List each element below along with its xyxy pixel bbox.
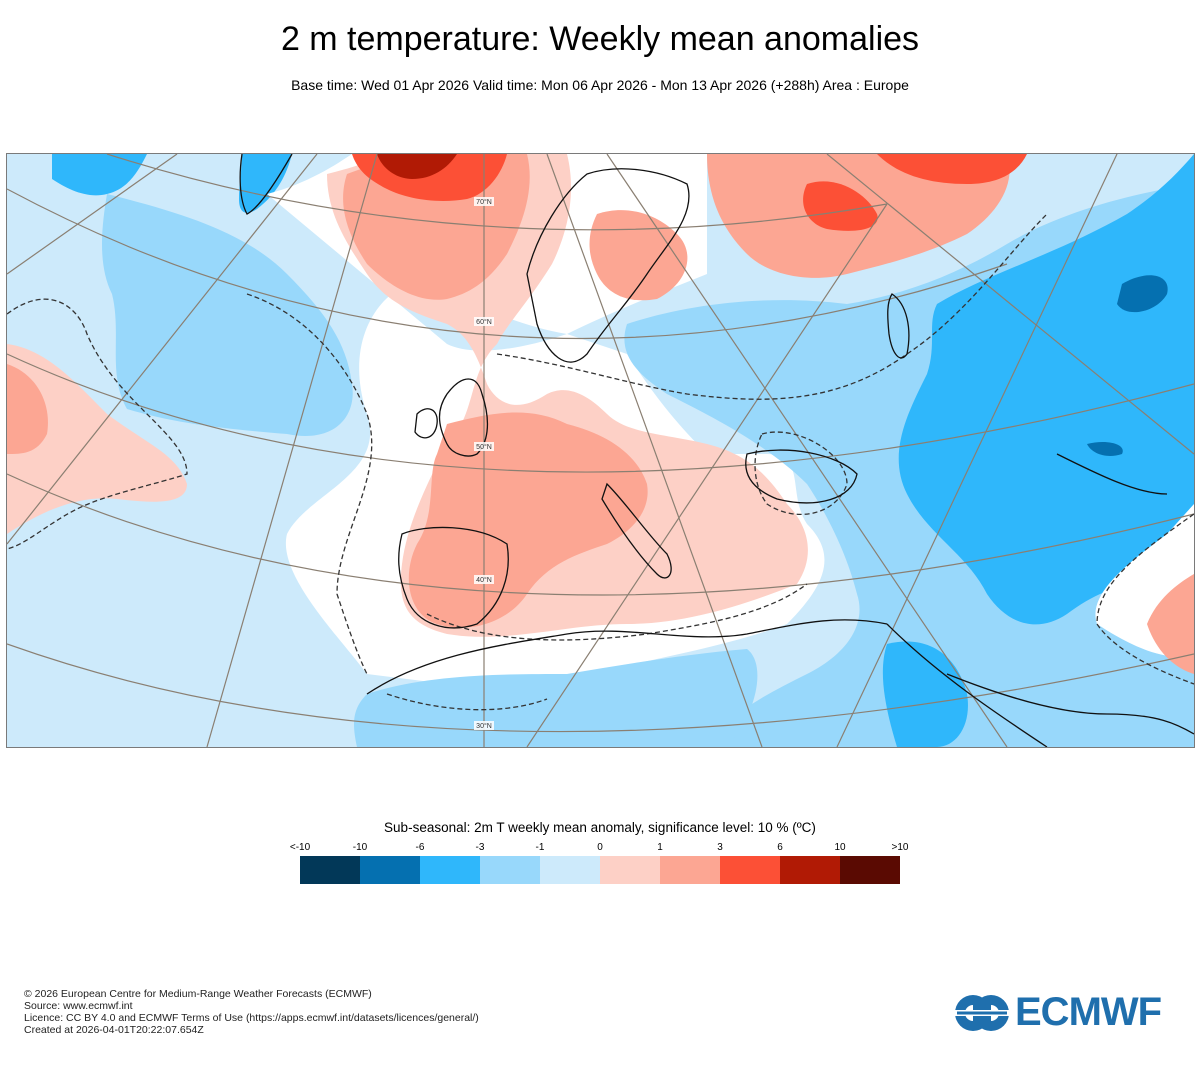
coastline-italy <box>601 482 672 579</box>
graticule <box>7 154 1194 747</box>
significance-contours <box>7 213 1194 711</box>
legend-swatch <box>720 856 780 884</box>
parallel-30n <box>7 643 1194 733</box>
contour-line <box>754 431 848 516</box>
legend-swatch <box>600 856 660 884</box>
legend-tick-label: 3 <box>717 842 723 853</box>
coastline-ireland <box>414 408 438 439</box>
meridian <box>826 154 1194 455</box>
region-se-hot <box>1147 574 1194 674</box>
legend-colorbar <box>300 856 900 884</box>
coastline-north-africa <box>366 619 888 695</box>
legend-tick-label: -3 <box>475 842 485 853</box>
anomaly-map: 70°N 60°N 50°N 40°N 30°N <box>6 153 1195 748</box>
region-west-warm-inner <box>7 364 48 454</box>
legend-swatch <box>540 856 600 884</box>
parallel-50n <box>7 353 1194 473</box>
legend-tick-label: -1 <box>535 842 545 853</box>
meridian <box>7 154 178 275</box>
region-warm-western-europe <box>408 412 648 628</box>
footer-source: Source: www.ecmwf.int <box>24 1000 133 1012</box>
lat-label-60n: 60°N <box>476 318 492 326</box>
coastline-arabia <box>946 673 1194 735</box>
legend-swatch <box>780 856 840 884</box>
coastlines <box>239 154 1194 747</box>
region-warm-scandinavia <box>589 210 688 301</box>
coastline-iberia <box>398 526 509 629</box>
meridian <box>836 154 1118 747</box>
coastline-caspian <box>887 293 910 359</box>
legend-swatch <box>660 856 720 884</box>
lat-label-50n: 50°N <box>476 443 492 451</box>
legend-tick-label: <-10 <box>289 842 311 853</box>
contour-line <box>496 213 1048 400</box>
coastline-britain <box>438 378 489 457</box>
footer-credits: © 2026 European Centre for Medium-Range … <box>24 988 479 1036</box>
region-very-hot-iceland <box>377 154 457 179</box>
contour-line <box>426 583 808 641</box>
coastline-scandinavia <box>526 168 690 363</box>
contour-line <box>7 298 188 550</box>
legend-tick-label: 0 <box>597 842 603 853</box>
footer-copyright: © 2026 European Centre for Medium-Range … <box>24 988 372 1000</box>
legend-swatch <box>480 856 540 884</box>
coastline-greenland <box>239 154 293 215</box>
region-hot-russia <box>803 181 878 231</box>
region-very-cold-1 <box>1117 275 1168 313</box>
legend-swatch <box>840 856 900 884</box>
coastline-black-sea <box>745 449 858 504</box>
region-greenland-cold <box>239 154 292 213</box>
map-canvas: 70°N 60°N 50°N 40°N 30°N <box>7 154 1194 747</box>
page-title: 2 m temperature: Weekly mean anomalies <box>280 20 920 58</box>
lat-label-40n: 40°N <box>476 576 492 584</box>
parallel-70n <box>106 154 888 231</box>
parallel-40n <box>7 473 1194 596</box>
region-canada-cold <box>52 154 147 196</box>
footer-created: Created at 2026-04-01T20:22:07.654Z <box>24 1024 204 1036</box>
meridian <box>7 154 318 545</box>
region-hot-russia-north <box>877 154 1027 184</box>
lat-label-30n: 30°N <box>476 722 492 730</box>
legend-tick-label: 10 <box>834 842 846 853</box>
region-africa-cold <box>882 641 968 747</box>
footer-licence: Licence: CC BY 4.0 and ECMWF Terms of Us… <box>24 1012 479 1024</box>
ecmwf-logo-text: ECMWF <box>1015 990 1162 1034</box>
coastline-persian-gulf <box>1056 453 1168 495</box>
coastline-red-sea <box>886 623 1048 747</box>
meridian <box>546 154 763 747</box>
legend-tick-label: -6 <box>415 842 425 853</box>
meridian <box>526 203 888 747</box>
region-very-cold-2 <box>1087 442 1123 456</box>
contour-line <box>386 693 548 711</box>
legend-swatch <box>420 856 480 884</box>
latitude-labels: 70°N 60°N 50°N 40°N 30°N <box>474 197 494 730</box>
legend-swatch <box>360 856 420 884</box>
region-east-cold <box>898 154 1194 625</box>
legend-tick-label: 1 <box>657 842 663 853</box>
ecmwf-logo-icon <box>953 995 1011 1031</box>
lat-label-70n: 70°N <box>476 198 492 206</box>
page-subtitle: Base time: Wed 01 Apr 2026 Valid time: M… <box>291 77 909 93</box>
region-north-africa-cool <box>354 649 758 747</box>
ecmwf-logo: ECMWF <box>953 990 1178 1034</box>
legend-tick-label: 6 <box>777 842 783 853</box>
legend-tick-label: -10 <box>352 842 368 853</box>
meridian <box>206 154 378 747</box>
legend-swatch <box>300 856 360 884</box>
legend-title: Sub-seasonal: 2m T weekly mean anomaly, … <box>384 820 816 835</box>
region-atlantic-cool <box>102 194 353 436</box>
parallel-60n <box>7 188 1008 340</box>
meridian <box>606 154 1008 747</box>
legend-tick-label: >10 <box>891 842 909 853</box>
legend-ticks: <-10 -10 -6 -3 -1 0 1 3 6 10 >10 <box>290 842 909 854</box>
contour-line <box>246 293 373 675</box>
contour-line <box>1096 513 1194 685</box>
